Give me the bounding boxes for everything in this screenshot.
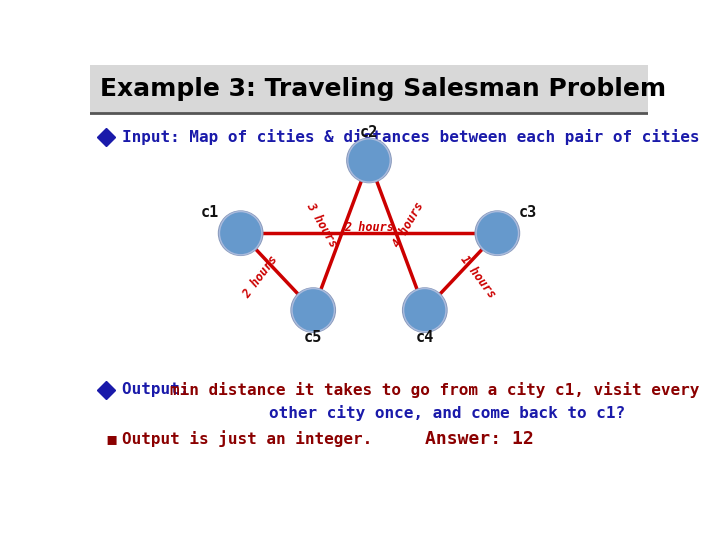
Ellipse shape (220, 212, 262, 255)
Text: Input: Map of cities & distances between each pair of cities: Input: Map of cities & distances between… (122, 129, 700, 145)
Text: c2: c2 (360, 125, 378, 140)
Ellipse shape (348, 139, 390, 182)
Text: Answer: 12: Answer: 12 (425, 430, 534, 448)
FancyBboxPatch shape (90, 65, 648, 113)
Text: min distance it takes to go from a city c1, visit every: min distance it takes to go from a city … (170, 382, 699, 398)
Text: 2 hours: 2 hours (344, 221, 394, 234)
Ellipse shape (292, 288, 334, 332)
Ellipse shape (217, 211, 264, 256)
Text: c3: c3 (519, 205, 537, 220)
Ellipse shape (402, 287, 448, 333)
Text: 3 hours: 3 hours (303, 200, 340, 249)
Text: Output is just an integer.: Output is just an integer. (122, 430, 373, 448)
Text: c1: c1 (201, 205, 219, 220)
Text: 2 hours: 2 hours (240, 253, 280, 301)
Text: other city once, and come back to c1?: other city once, and come back to c1? (269, 405, 625, 421)
Text: ▪: ▪ (105, 430, 117, 448)
Ellipse shape (346, 138, 392, 183)
Text: c5: c5 (304, 329, 323, 345)
Text: Example 3: Traveling Salesman Problem: Example 3: Traveling Salesman Problem (100, 77, 666, 101)
Text: Output:: Output: (122, 382, 199, 397)
Ellipse shape (290, 287, 336, 333)
Ellipse shape (476, 212, 518, 255)
Text: 4 hours: 4 hours (390, 200, 426, 249)
Ellipse shape (404, 288, 446, 332)
Text: c4: c4 (415, 329, 434, 345)
Text: 1 hours: 1 hours (458, 253, 498, 301)
Ellipse shape (474, 211, 521, 256)
